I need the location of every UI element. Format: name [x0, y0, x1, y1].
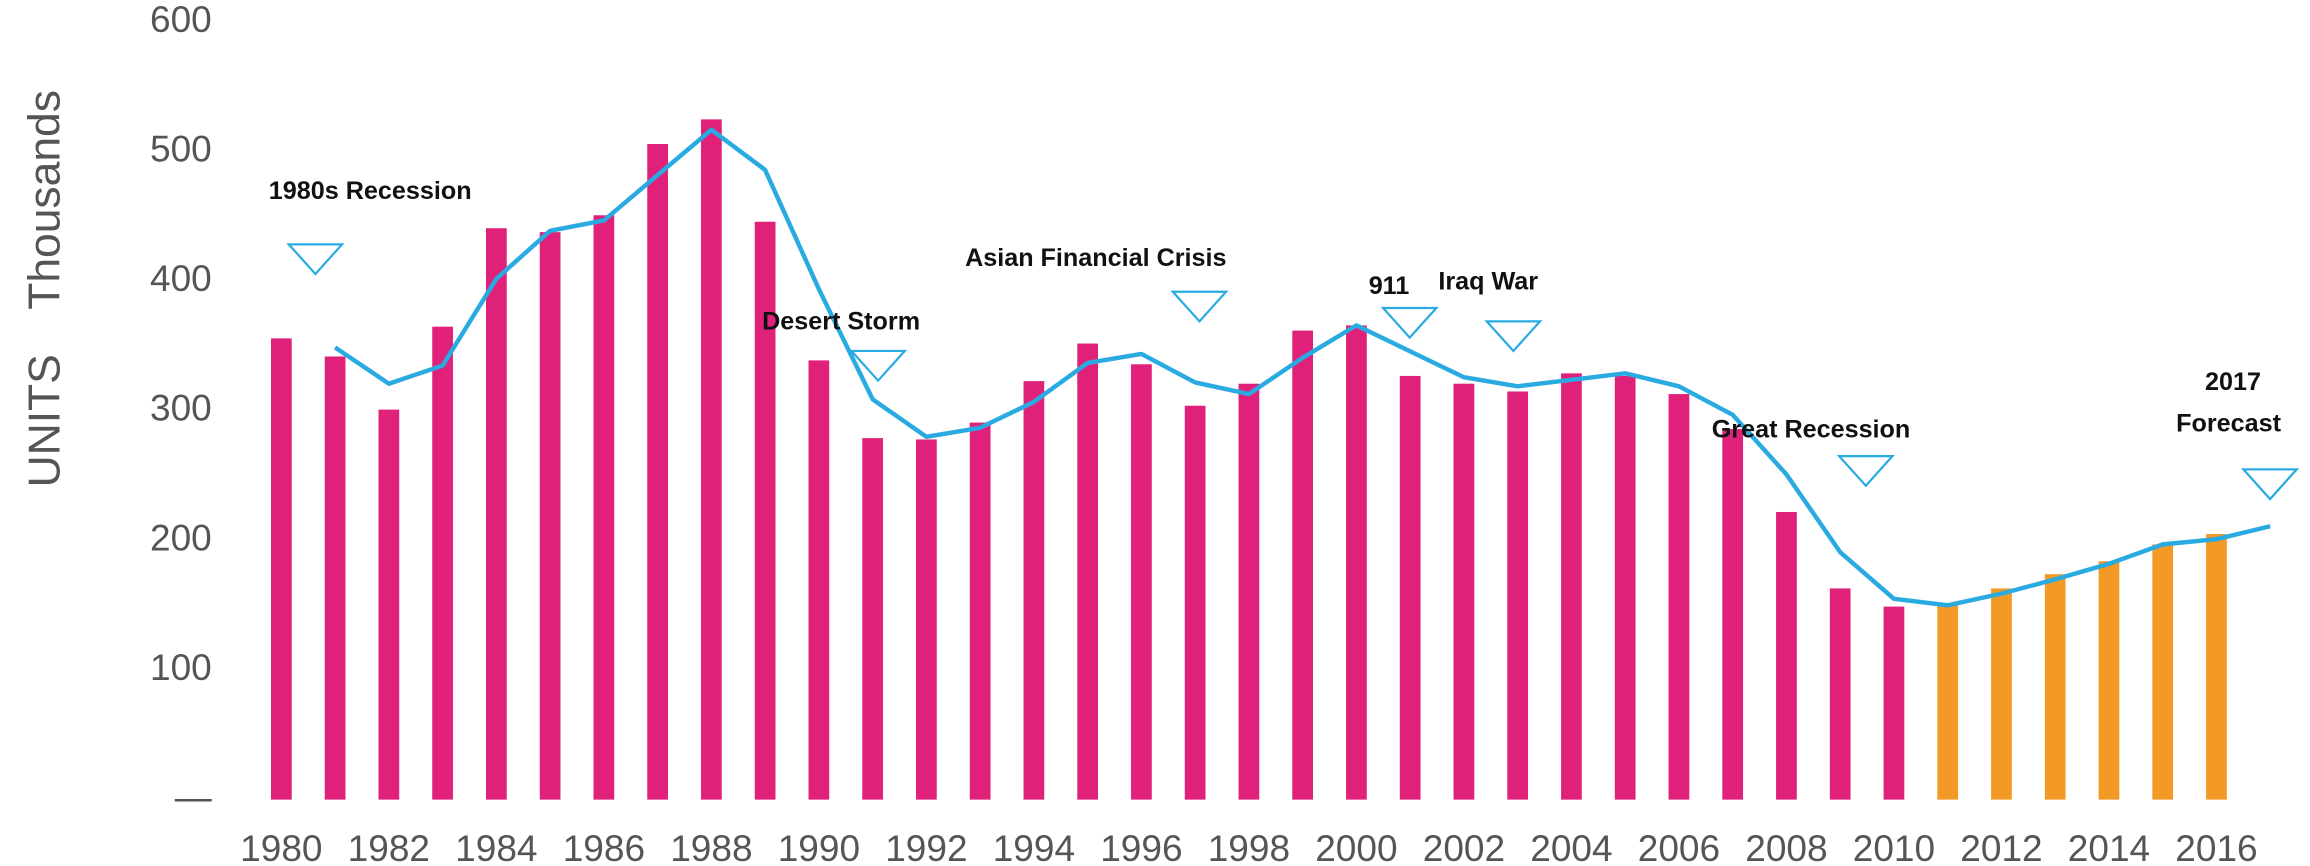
annotation: Great Recession — [1712, 416, 1911, 444]
bar — [862, 438, 884, 800]
y-tick-label: 300 — [150, 387, 212, 429]
annotation-marker — [1380, 306, 1439, 340]
bar — [270, 338, 292, 800]
bar — [378, 409, 400, 800]
bar — [1668, 394, 1690, 800]
annotation: Asian Financial Crisis — [965, 244, 1226, 272]
x-tick-label: 2000 — [1315, 827, 1397, 866]
y-axis-unit: Thousands — [20, 90, 69, 310]
x-tick-label: 1982 — [348, 827, 430, 866]
x-tick-label: 2002 — [1423, 827, 1505, 866]
bar — [1883, 606, 1905, 800]
x-tick-label: 1988 — [670, 827, 752, 866]
annotation-marker — [2240, 468, 2300, 501]
bar — [2206, 534, 2227, 800]
bar — [1991, 588, 2012, 800]
bar — [916, 439, 937, 800]
annotation: Desert Storm — [762, 307, 920, 335]
bar — [1184, 405, 1206, 800]
x-tick-label: 2012 — [1960, 827, 2042, 866]
y-tick-label: 400 — [150, 257, 212, 299]
y-axis-label: UNITS — [20, 354, 69, 487]
bar — [2152, 544, 2174, 800]
bar — [1561, 373, 1582, 800]
annotation-marker — [1836, 454, 1895, 488]
bar — [1722, 429, 1744, 800]
bar — [969, 422, 991, 800]
x-tick-label: 1998 — [1208, 827, 1290, 866]
bar — [2098, 561, 2120, 800]
bar — [1346, 325, 1367, 800]
annotation-marker — [848, 349, 908, 383]
bar — [539, 232, 561, 800]
line — [333, 127, 2271, 608]
bar — [1453, 383, 1475, 800]
x-tick-label: 1984 — [455, 827, 537, 866]
bar — [593, 215, 615, 800]
x-tick-label: 2016 — [2175, 827, 2257, 866]
y-axis-title: UNITS Thousands — [20, 90, 69, 487]
x-tick-label: 1990 — [778, 827, 860, 866]
x-tick-label: 2014 — [2068, 827, 2150, 866]
bar — [1776, 511, 1797, 800]
bar — [1829, 588, 1851, 800]
annotation-marker — [286, 243, 345, 276]
bar — [1507, 391, 1529, 800]
bar — [808, 360, 830, 800]
y-tick-label: 200 — [150, 516, 212, 558]
annotation-marker — [1170, 290, 1229, 323]
bar — [324, 356, 346, 800]
annotation: Forecast — [2176, 410, 2281, 438]
bar — [1614, 375, 1636, 800]
bar — [485, 228, 507, 800]
bar — [647, 144, 668, 800]
bar — [1399, 375, 1421, 800]
x-tick-label: 1994 — [993, 827, 1075, 866]
bar — [1937, 603, 1959, 800]
plot: UNITS Thousands — 100 200 300 400 500 600 1980 19… — [20, 0, 2300, 866]
bar — [1077, 343, 1099, 800]
bar — [1292, 330, 1314, 800]
bar — [432, 326, 453, 800]
annotation: 1980s Recession — [269, 177, 472, 205]
x-tick-label: 1986 — [563, 827, 645, 866]
annotation: 911 — [1369, 272, 1410, 300]
x-tick-label: 2010 — [1853, 827, 1935, 866]
x-tick-label: 2008 — [1745, 827, 1827, 866]
x-tick-label: 2004 — [1530, 827, 1612, 866]
x-tick-label: 1980 — [240, 827, 322, 866]
y-tick-label: — — [175, 775, 213, 817]
annotation-marker — [1484, 320, 1543, 353]
x-tick-label: 2006 — [1638, 827, 1720, 866]
bar — [1023, 381, 1045, 800]
bar — [2044, 574, 2066, 800]
y-tick-label: 500 — [150, 128, 212, 170]
y-tick-label: 100 — [150, 646, 212, 688]
bar — [1131, 364, 1152, 800]
annotation: 2017 — [2205, 368, 2261, 396]
bar — [754, 221, 776, 800]
bar — [701, 119, 722, 800]
x-tick-label: 1992 — [885, 827, 967, 866]
annotation: Iraq War — [1438, 267, 1538, 295]
y-tick-label: 600 — [150, 0, 212, 40]
bar — [1238, 383, 1260, 800]
x-tick-label: 1996 — [1100, 827, 1182, 866]
